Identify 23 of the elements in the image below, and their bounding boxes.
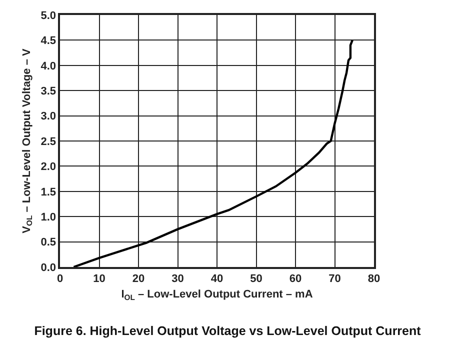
x-tick-label: 0 [56, 272, 64, 285]
y-tick-label: 4.5 [40, 35, 56, 48]
y-tick-label: 3.0 [40, 110, 56, 123]
x-tick-label: 40 [210, 272, 224, 285]
y-tick-label: 0.0 [40, 262, 56, 274]
x-tick-label: 80 [368, 272, 380, 285]
y-tick-label: 1.5 [40, 186, 56, 198]
y-tick-label: 5.0 [40, 10, 56, 22]
x-tick-label: 50 [250, 272, 262, 285]
x-tick-label: 20 [132, 272, 145, 285]
y-tick-label: 0.5 [40, 236, 56, 249]
x-axis-title: I$_{OL}$ – Low-Level Output Current – mA [121, 288, 313, 302]
x-tick-label: 60 [289, 272, 302, 285]
x-tick-label: 10 [93, 272, 106, 285]
y-tick-label: 3.5 [40, 85, 56, 98]
x-tick-label: 30 [172, 272, 184, 285]
x-tick-label: 70 [328, 272, 341, 285]
y-tick-label: 2.0 [40, 161, 56, 174]
y-tick-label: 2.5 [40, 136, 56, 148]
y-tick-label: 1.0 [40, 211, 56, 224]
y-tick-label: 4.0 [40, 60, 56, 72]
text: Figure 6. High-Level Output Voltage vs Low-Level Output Current [34, 324, 422, 338]
line-series [72, 39, 354, 267]
